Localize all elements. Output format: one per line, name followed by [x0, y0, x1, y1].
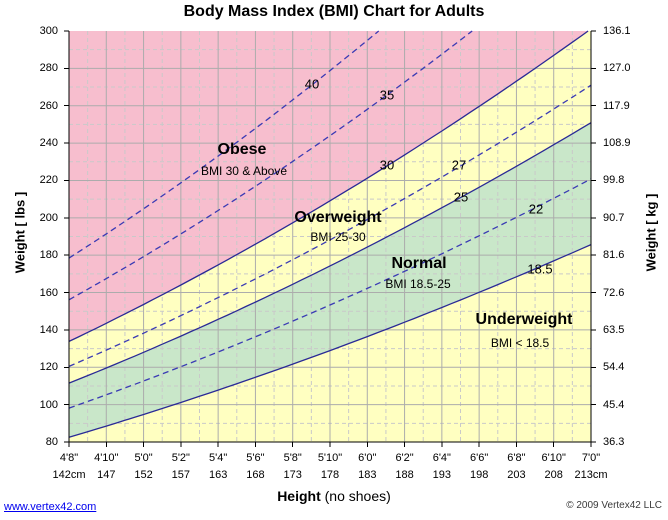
y-tick-kg: 54.4	[603, 361, 625, 374]
x-tick-cm: 178	[320, 469, 340, 481]
y-tick-lbs: 120	[39, 361, 58, 374]
y-tick-lbs: 280	[39, 62, 58, 75]
x-tick-cm: 152	[134, 469, 153, 481]
x-tick-height: 5'0"	[134, 452, 153, 464]
x-tick-height: 6'6"	[470, 452, 489, 464]
x-tick-cm: 208	[544, 469, 563, 481]
x-tick-height: 4'8"	[59, 452, 79, 464]
x-tick-height: 5'2"	[171, 452, 190, 464]
chart-title: Body Mass Index (BMI) Chart for Adults	[183, 3, 485, 20]
x-tick-height: 6'10"	[541, 452, 566, 464]
x-tick-height: 5'8"	[283, 452, 302, 464]
y-tick-kg: 45.4	[603, 398, 625, 411]
x-tick-cm: 198	[469, 469, 489, 481]
x-tick-cm: 142cm	[52, 469, 86, 481]
region-range-obese: BMI 30 & Above	[200, 164, 288, 178]
x-tick-cm: 168	[246, 469, 265, 481]
region-range-underweight: BMI < 18.5	[490, 336, 550, 350]
y-tick-kg: 63.5	[603, 323, 625, 336]
x-tick-cm: 203	[507, 469, 526, 481]
x-tick-cm: 213cm	[574, 469, 608, 481]
y-tick-lbs: 180	[39, 249, 58, 262]
x-tick-height: 5'4"	[209, 452, 228, 464]
x-tick-cm: 157	[171, 469, 191, 481]
y-tick-lbs: 220	[39, 174, 58, 187]
copyright-text: © 2009 Vertex42 LLC	[566, 500, 662, 511]
x-tick-cm: 173	[283, 469, 302, 481]
y-tick-lbs: 160	[39, 286, 58, 299]
bmi-line-label-35: 35	[379, 87, 395, 103]
x-tick-cm: 147	[97, 469, 116, 481]
x-tick-cm: 193	[432, 469, 452, 481]
y-tick-lbs: 300	[39, 25, 58, 37]
bmi-line-label-22: 22	[528, 201, 544, 217]
x-axis-label: Height (no shoes)	[0, 488, 668, 504]
x-tick-height: 6'2"	[395, 452, 414, 464]
y-tick-lbs: 100	[39, 398, 58, 411]
y-tick-lbs: 260	[39, 99, 58, 112]
y-tick-kg: 117.9	[603, 99, 630, 112]
x-tick-cm: 163	[208, 469, 228, 481]
bmi-line-label-27: 27	[451, 157, 467, 173]
y-tick-lbs: 80	[45, 436, 58, 448]
region-range-normal: BMI 18.5-25	[385, 277, 451, 291]
x-tick-height: 5'6"	[246, 452, 265, 464]
y-tick-kg: 72.6	[603, 286, 625, 299]
region-label-normal: Normal	[391, 255, 447, 272]
y-tick-kg: 90.7	[603, 211, 625, 224]
bmi-line-label-40: 40	[304, 76, 320, 92]
x-tick-cm: 188	[395, 469, 414, 481]
x-axis-label-rest: (no shoes)	[320, 488, 391, 504]
x-tick-height: 7'0"	[581, 452, 601, 464]
y-tick-kg: 108.9	[603, 137, 631, 150]
y-tick-kg: 36.3	[603, 436, 625, 448]
vertex42-link[interactable]: www.vertex42.com	[4, 501, 97, 513]
region-label-obese: Obese	[217, 141, 267, 158]
y-tick-lbs: 140	[39, 323, 58, 336]
y-tick-kg: 99.8	[603, 174, 625, 187]
bmi-line-label-18.5: 18.5	[527, 261, 553, 277]
plot-area	[64, 30, 596, 447]
region-label-underweight: Underweight	[475, 311, 573, 328]
x-tick-height: 5'10"	[317, 452, 343, 464]
x-tick-height: 4'10"	[94, 452, 119, 464]
y-tick-lbs: 240	[39, 137, 58, 150]
x-tick-height: 6'0"	[358, 452, 377, 464]
y-tick-kg: 81.6	[603, 249, 625, 262]
y-tick-kg: 136.1	[603, 25, 631, 37]
x-tick-height: 6'8"	[507, 452, 526, 464]
region-range-overweight: BMI 25-30	[310, 230, 366, 244]
region-label-overweight: Overweight	[294, 209, 382, 226]
bmi-line-label-25: 25	[453, 189, 469, 205]
x-tick-height: 6'4"	[432, 452, 451, 464]
x-axis-label-bold: Height	[277, 488, 321, 504]
x-tick-cm: 183	[358, 469, 377, 481]
y-tick-lbs: 200	[39, 211, 58, 224]
bmi-line-label-30: 30	[379, 157, 395, 173]
y-tick-kg: 127.0	[603, 62, 631, 75]
